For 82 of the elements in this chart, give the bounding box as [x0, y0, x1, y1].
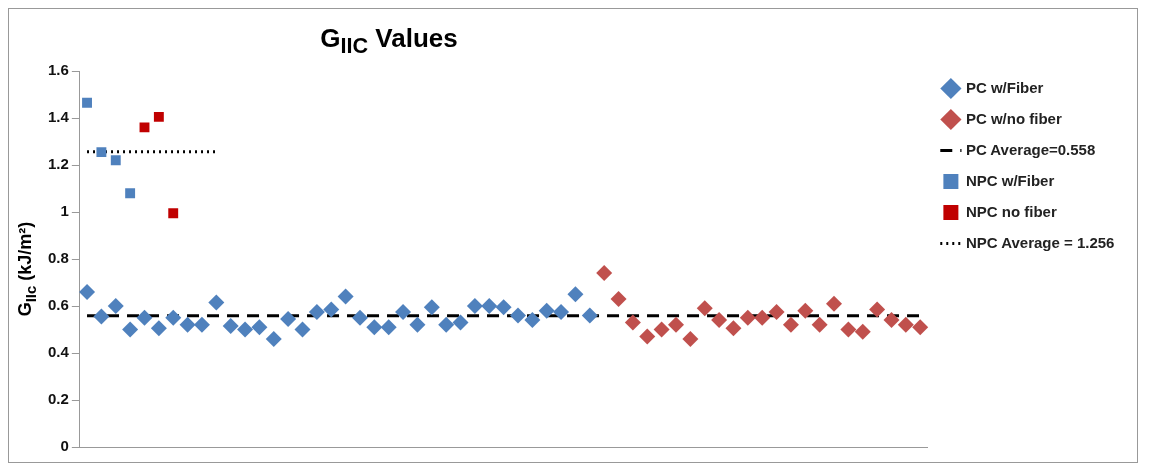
- point: [624, 314, 641, 331]
- point: [466, 298, 483, 314]
- point: [294, 321, 311, 338]
- point: [380, 319, 397, 336]
- point: [725, 320, 742, 337]
- point: [165, 309, 182, 326]
- point: [797, 302, 814, 319]
- legend-label: NPC no fiber: [965, 202, 1057, 220]
- y-tick-label: 0.4: [47, 343, 70, 361]
- y-tick-label: 0.6: [47, 296, 69, 314]
- point: [337, 288, 354, 305]
- point: [524, 312, 541, 329]
- point: [682, 330, 699, 347]
- point: [711, 312, 728, 329]
- point: [639, 328, 656, 345]
- y-tick-label: 0.8: [47, 249, 69, 267]
- point: [438, 316, 455, 333]
- point: [96, 147, 107, 158]
- point: [869, 301, 886, 318]
- point: [366, 319, 383, 336]
- point: [897, 316, 914, 333]
- point: [495, 299, 512, 316]
- chart-title: G$_{IIC}$ Values: [319, 23, 459, 60]
- point: [653, 321, 670, 338]
- point: [82, 97, 92, 108]
- point: [351, 309, 368, 326]
- point: [581, 307, 598, 324]
- point: [596, 265, 613, 282]
- point: [179, 316, 196, 333]
- point: [395, 303, 412, 320]
- point: [122, 321, 139, 338]
- legend-label: NPC w/Fiber: [965, 171, 1055, 189]
- point: [423, 299, 440, 316]
- point: [208, 294, 225, 311]
- point: [308, 303, 325, 320]
- legend-label: NPC Average = 1.256: [965, 233, 1115, 251]
- point: [110, 155, 121, 166]
- legend-label: PC w/Fiber: [965, 78, 1044, 96]
- point: [125, 188, 136, 199]
- point: [139, 122, 150, 133]
- point: [538, 302, 555, 319]
- y-tick-label: 1: [60, 202, 69, 220]
- point: [553, 303, 570, 320]
- point: [481, 298, 498, 314]
- point: [409, 316, 426, 333]
- point: [826, 295, 843, 312]
- point: [567, 286, 584, 303]
- point: [251, 319, 268, 336]
- point: [265, 330, 282, 347]
- point: [668, 316, 684, 333]
- point: [840, 321, 857, 338]
- y-tick-label: 1.6: [47, 61, 69, 79]
- point: [150, 320, 167, 337]
- y-tick-label: 1.2: [47, 155, 69, 173]
- point: [193, 316, 210, 333]
- point: [222, 317, 239, 334]
- point: [107, 298, 124, 314]
- point: [768, 303, 785, 320]
- point: [136, 309, 153, 326]
- legend-label: PC Average=0.558: [965, 140, 1096, 158]
- point: [323, 301, 340, 318]
- point: [811, 316, 828, 333]
- point: [696, 300, 713, 317]
- point: [93, 308, 110, 325]
- point: [610, 290, 627, 307]
- legend-label: PC w/no fiber: [965, 109, 1062, 127]
- point: [153, 111, 164, 122]
- point: [168, 208, 179, 219]
- point: [754, 309, 771, 326]
- point: [739, 309, 756, 326]
- point: [79, 283, 96, 300]
- point: [237, 321, 254, 338]
- y-tick-label: 1.4: [47, 108, 70, 126]
- point: [912, 319, 929, 336]
- point: [280, 310, 297, 327]
- point: [452, 314, 469, 331]
- point: [782, 316, 799, 333]
- y-tick-label: 0.2: [47, 390, 69, 408]
- point: [509, 307, 526, 324]
- point: [854, 323, 871, 340]
- point: [883, 312, 900, 329]
- y-tick-label: 0: [60, 437, 69, 455]
